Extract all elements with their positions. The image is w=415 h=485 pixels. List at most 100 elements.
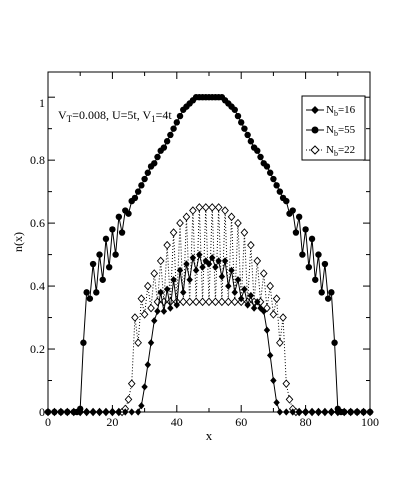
data-point-n-b-16 bbox=[254, 298, 261, 306]
data-point-n-b-22 bbox=[169, 228, 178, 237]
data-point-n-b-22 bbox=[134, 338, 142, 348]
data-point-n-b-22 bbox=[144, 281, 152, 291]
ticks-layer bbox=[47, 72, 371, 413]
data-point-n-b-55 bbox=[163, 138, 171, 145]
data-point-n-b-55 bbox=[312, 276, 319, 283]
data-point-n-b-55 bbox=[241, 125, 248, 132]
legend-label-nb16: Nb=16 bbox=[326, 104, 356, 118]
data-point-n-b-16 bbox=[163, 285, 171, 293]
legend-marker-circle bbox=[311, 126, 319, 134]
data-point-n-b-55 bbox=[93, 289, 100, 296]
data-point-n-b-55 bbox=[125, 210, 132, 217]
data-point-n-b-22 bbox=[124, 395, 133, 404]
data-point-n-b-16 bbox=[212, 263, 219, 271]
data-point-n-b-55 bbox=[305, 263, 313, 271]
data-point-n-b-55 bbox=[289, 207, 296, 214]
series-line-n-b-22 bbox=[48, 207, 370, 413]
data-point-n-b-55 bbox=[283, 197, 290, 205]
data-point-n-b-55 bbox=[151, 160, 158, 167]
data-point-n-b-16 bbox=[231, 288, 238, 296]
data-point-n-b-16 bbox=[205, 260, 213, 268]
data-point-n-b-16 bbox=[167, 304, 174, 312]
data-point-n-b-55 bbox=[118, 229, 126, 236]
legend-label-nb22: Nb=22 bbox=[326, 144, 355, 158]
data-point-n-b-22 bbox=[156, 256, 165, 266]
data-point-n-b-22 bbox=[189, 206, 197, 215]
data-point-n-b-16 bbox=[199, 263, 206, 271]
data-point-n-b-16 bbox=[147, 339, 155, 347]
data-point-n-b-16 bbox=[138, 402, 145, 410]
series-line-n-b-16 bbox=[48, 254, 370, 413]
data-point-n-b-22 bbox=[276, 338, 284, 348]
data-point-n-b-22 bbox=[269, 310, 278, 319]
data-point-n-b-22 bbox=[227, 212, 236, 222]
data-point-n-b-55 bbox=[266, 169, 274, 176]
data-point-n-b-55 bbox=[238, 119, 245, 126]
data-point-n-b-55 bbox=[176, 112, 184, 120]
data-point-n-b-55 bbox=[263, 163, 271, 170]
data-point-n-b-22 bbox=[185, 297, 194, 307]
data-point-n-b-55 bbox=[315, 251, 322, 258]
data-point-n-b-22 bbox=[147, 303, 155, 313]
data-point-n-b-22 bbox=[131, 313, 139, 322]
data-point-n-b-22 bbox=[230, 297, 239, 307]
data-point-n-b-55 bbox=[167, 131, 174, 139]
data-point-n-b-16 bbox=[154, 307, 161, 315]
data-point-n-b-16 bbox=[180, 288, 187, 296]
data-point-n-b-55 bbox=[292, 229, 300, 236]
data-point-n-b-55 bbox=[170, 125, 177, 132]
data-point-n-b-55 bbox=[247, 138, 255, 145]
data-point-n-b-16 bbox=[173, 301, 180, 309]
data-point-n-b-22 bbox=[285, 395, 294, 404]
data-point-n-b-55 bbox=[173, 119, 180, 126]
data-point-n-b-16 bbox=[247, 291, 255, 300]
data-point-n-b-55 bbox=[318, 289, 325, 296]
data-point-n-b-22 bbox=[240, 228, 249, 237]
data-point-n-b-55 bbox=[131, 194, 139, 202]
x-tick-label: 100 bbox=[361, 415, 379, 429]
data-point-n-b-22 bbox=[137, 294, 146, 303]
x-tick-label: 60 bbox=[235, 415, 247, 429]
data-point-n-b-16 bbox=[183, 260, 190, 268]
y-tick-label: 0.4 bbox=[30, 279, 45, 293]
x-tick-label: 40 bbox=[171, 415, 183, 429]
data-point-n-b-55 bbox=[270, 175, 277, 183]
data-point-n-b-22 bbox=[259, 269, 268, 278]
data-point-n-b-22 bbox=[163, 240, 171, 250]
data-point-n-b-55 bbox=[244, 131, 251, 139]
data-point-n-b-16 bbox=[157, 288, 164, 296]
data-point-n-b-55 bbox=[276, 188, 284, 195]
data-point-n-b-16 bbox=[189, 254, 197, 262]
data-point-n-b-55 bbox=[308, 235, 316, 243]
data-point-n-b-55 bbox=[234, 112, 242, 120]
data-point-n-b-16 bbox=[196, 250, 203, 259]
data-point-n-b-16 bbox=[241, 285, 248, 293]
data-point-n-b-22 bbox=[201, 203, 210, 212]
data-point-n-b-22 bbox=[253, 256, 262, 266]
y-tick-label: 0.8 bbox=[30, 153, 45, 167]
data-point-n-b-22 bbox=[247, 240, 255, 250]
legend-label-nb55: Nb=55 bbox=[326, 124, 356, 138]
data-point-n-b-16 bbox=[202, 257, 209, 265]
x-tick-label: 80 bbox=[300, 415, 312, 429]
data-point-n-b-22 bbox=[195, 203, 204, 212]
data-point-n-b-22 bbox=[234, 218, 242, 228]
data-point-n-b-55 bbox=[324, 295, 332, 302]
data-point-n-b-55 bbox=[86, 295, 94, 302]
data-point-n-b-16 bbox=[257, 304, 264, 312]
y-tick-label: 0.6 bbox=[30, 216, 45, 230]
data-point-n-b-22 bbox=[279, 313, 287, 322]
y-axis-label: n(x) bbox=[11, 232, 25, 252]
data-point-n-b-55 bbox=[144, 169, 152, 176]
data-point-n-b-22 bbox=[272, 294, 281, 303]
data-point-n-b-55 bbox=[115, 213, 123, 221]
data-point-n-b-16 bbox=[238, 295, 245, 303]
data-point-n-b-16 bbox=[151, 317, 158, 325]
data-point-n-b-16 bbox=[225, 282, 232, 290]
data-point-n-b-55 bbox=[299, 251, 306, 258]
data-point-n-b-55 bbox=[321, 260, 329, 268]
data-point-n-b-55 bbox=[80, 339, 87, 346]
data-point-n-b-16 bbox=[273, 398, 280, 407]
data-point-n-b-55 bbox=[295, 213, 303, 221]
